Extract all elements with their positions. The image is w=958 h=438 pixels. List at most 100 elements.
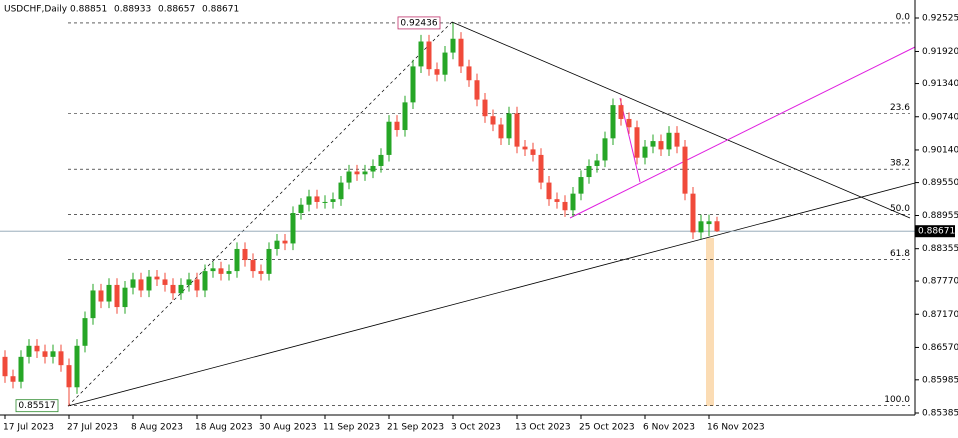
candle-body	[58, 351, 64, 366]
candle-body	[426, 41, 432, 70]
candle-body	[482, 99, 488, 117]
y-tick-label: 0.92525	[922, 14, 958, 24]
header-high: 0.88933	[114, 5, 151, 15]
candle-body	[74, 345, 80, 388]
x-tick-label: 30 Aug 2023	[259, 423, 317, 433]
candle-body	[634, 127, 640, 158]
candle-body	[618, 105, 624, 119]
candle-body	[226, 271, 232, 274]
candle-body	[698, 221, 704, 233]
candle-body	[106, 284, 112, 302]
candle-body	[594, 160, 600, 166]
candles	[2, 22, 720, 406]
candle-body	[114, 284, 120, 308]
candle-body	[442, 52, 448, 75]
candle-body	[490, 116, 496, 125]
low-label: 0.85517	[18, 401, 55, 411]
fib-label: 100.0	[884, 395, 910, 405]
x-tick-label: 18 Aug 2023	[195, 423, 253, 433]
candle-body	[314, 196, 320, 202]
candle-body	[410, 66, 416, 103]
chart-title: USDCHF,Daily	[4, 5, 68, 15]
candle-body	[610, 105, 616, 139]
candle-body	[130, 279, 136, 288]
fib-label: 23.6	[890, 103, 910, 113]
candle-body	[218, 268, 224, 274]
candle-body	[10, 376, 16, 382]
candle-body	[26, 345, 32, 357]
candle-body	[554, 199, 560, 202]
resistance-trendline	[451, 21, 911, 219]
candle-body	[170, 284, 176, 294]
x-tick-label: 11 Sep 2023	[323, 423, 380, 433]
candle-body	[386, 121, 392, 155]
candle-body	[354, 171, 360, 175]
candle-body	[690, 193, 696, 233]
candle-body	[306, 196, 312, 205]
axes: 0.92525 0.91920 0.91340 0.90740 0.90140 0.895…	[3, 14, 958, 433]
candle-body	[98, 290, 104, 302]
candle-body	[578, 177, 584, 194]
x-tick-label: 25 Oct 2023	[579, 423, 635, 433]
x-tick-label: 6 Nov 2023	[643, 423, 695, 433]
candle-body	[346, 171, 352, 183]
fib-trend-line	[67, 21, 453, 407]
candle-body	[586, 165, 592, 178]
y-tick-label: 0.88955	[922, 211, 958, 221]
candle-body	[138, 279, 144, 291]
channel-line	[569, 46, 916, 219]
candle-body	[642, 146, 648, 158]
candle-body	[706, 221, 712, 225]
candle-body	[330, 199, 336, 202]
candle-body	[34, 345, 40, 352]
x-tick-label: 8 Aug 2023	[131, 423, 183, 433]
candle-body	[42, 351, 48, 357]
candle-body	[162, 279, 168, 285]
candle-body	[274, 240, 280, 249]
x-tick-label: 17 Jul 2023	[3, 423, 54, 433]
candle-body	[522, 146, 528, 150]
candle-body	[714, 221, 720, 232]
fib-label: 0.0	[896, 12, 911, 22]
candle-body	[434, 69, 440, 75]
support-trendline	[67, 182, 916, 407]
y-tick-label: 0.85385	[922, 409, 958, 419]
candle-body	[146, 276, 152, 291]
y-tick-label: 0.90740	[922, 112, 958, 122]
candle-body	[506, 113, 512, 139]
candle-body	[450, 38, 456, 53]
candle-body	[378, 154, 384, 166]
fib-label: 61.8	[890, 249, 910, 259]
candle-body	[250, 260, 256, 272]
candle-body	[538, 154, 544, 183]
candle-body	[370, 165, 376, 172]
header-close: 0.88671	[202, 5, 239, 15]
candle-body	[546, 182, 552, 200]
candle-body	[418, 41, 424, 67]
candle-body	[682, 146, 688, 194]
candle-body	[82, 318, 88, 346]
candle-body	[2, 356, 8, 377]
candle-body	[338, 182, 344, 200]
low-label-box	[15, 399, 59, 413]
x-tick-label: 21 Sep 2023	[387, 423, 444, 433]
candle-body	[242, 248, 248, 261]
candle-body	[178, 284, 184, 294]
current-price-label: 0.88671	[918, 227, 955, 237]
candle-body	[322, 201, 328, 203]
candle-body	[466, 66, 472, 81]
header-low: 0.88657	[158, 5, 195, 15]
x-tick-label: 16 Nov 2023	[707, 423, 765, 433]
candle-body	[458, 38, 464, 67]
candle-body	[394, 121, 400, 131]
candle-body	[234, 248, 240, 272]
current-price-box	[915, 225, 955, 238]
candle-body	[66, 365, 72, 388]
y-tick-label: 0.90140	[922, 145, 958, 155]
y-tick-label: 0.86570	[922, 343, 958, 353]
x-tick-label: 13 Oct 2023	[515, 423, 571, 433]
highlight-zone	[706, 238, 714, 406]
candle-body	[154, 276, 160, 280]
candle-body	[514, 113, 520, 147]
